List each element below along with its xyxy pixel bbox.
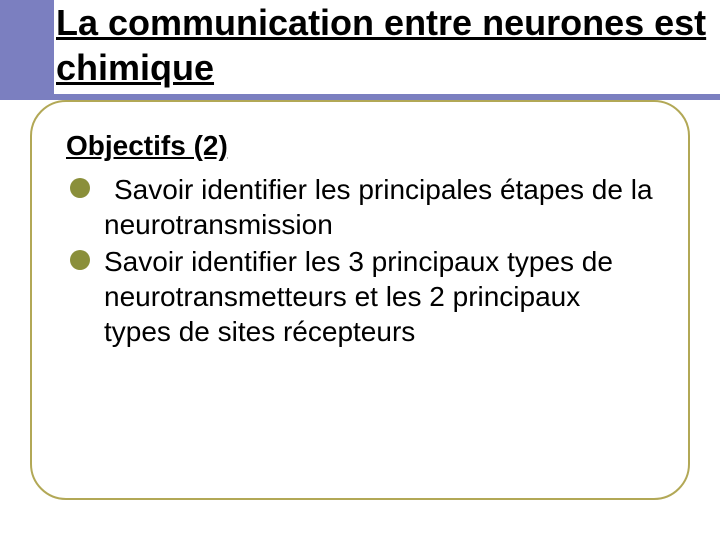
bullet-icon: [70, 178, 90, 198]
subheading: Objectifs (2): [66, 130, 654, 162]
bullet-list: Savoir identifier les principales étapes…: [66, 172, 654, 349]
slide-title: La communication entre neurones est chim…: [54, 0, 720, 94]
list-item: Savoir identifier les 3 principaux types…: [104, 244, 654, 349]
list-item: Savoir identifier les principales étapes…: [104, 172, 654, 242]
bullet-text: Savoir identifier les 3 principaux types…: [104, 246, 613, 347]
bullet-text: Savoir identifier les principales étapes…: [104, 174, 653, 240]
bullet-icon: [70, 250, 90, 270]
content-box: Objectifs (2) Savoir identifier les prin…: [30, 100, 690, 500]
